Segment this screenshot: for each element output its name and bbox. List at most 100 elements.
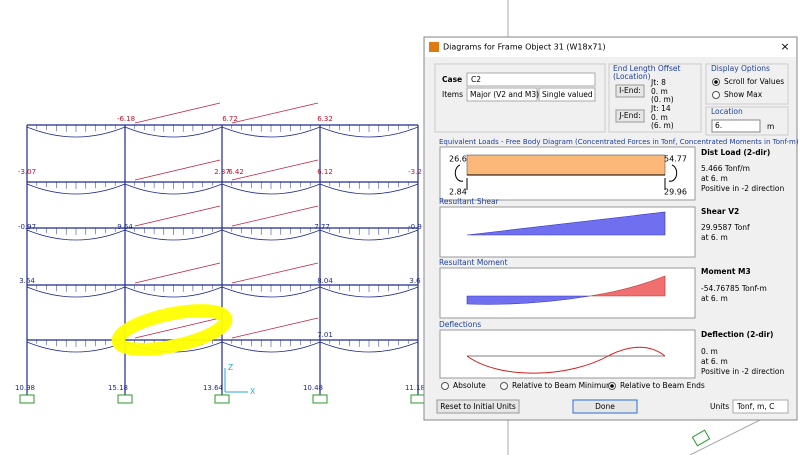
items-value: Major (V2 and M3) xyxy=(470,90,539,99)
grid-line xyxy=(689,419,761,455)
shear-diagram xyxy=(231,317,319,339)
shear-diagram xyxy=(466,211,666,236)
frame-label: -3.07 xyxy=(18,168,36,176)
info-line: at 6. m xyxy=(701,357,728,366)
dist-load xyxy=(466,154,666,176)
radio[interactable] xyxy=(712,91,720,99)
moment-diagram xyxy=(221,183,321,195)
moment-diagram xyxy=(124,183,223,195)
info-heading: Shear V2 xyxy=(701,207,739,216)
moment-diagram xyxy=(221,286,321,298)
case-select[interactable] xyxy=(466,72,596,87)
moment-diagram xyxy=(124,126,223,138)
reset-label: Reset to Initial Units xyxy=(440,402,516,411)
frame-label: 6.72 xyxy=(222,115,238,123)
support xyxy=(312,394,328,404)
info-line: at 6. m xyxy=(701,233,728,242)
radio[interactable] xyxy=(441,382,449,390)
fbd-title: Equivalent Loads - Free Body Diagram (Co… xyxy=(439,138,799,146)
location-unit: m xyxy=(767,122,774,131)
reset-button[interactable] xyxy=(436,399,520,414)
i-location: (0. m) xyxy=(651,95,674,104)
dialog: Diagrams for Frame Object 31 (W18x71) × … xyxy=(423,36,799,421)
case-group xyxy=(434,63,606,133)
offset-title: End Length Offset xyxy=(613,64,680,73)
moment-diagram xyxy=(26,126,126,138)
radio-dot xyxy=(714,80,718,84)
info-line: 0. m xyxy=(701,347,718,356)
moment-diagram-negative xyxy=(466,295,591,305)
shear-title: Resultant Shear xyxy=(439,197,500,206)
info-heading: Dist Load (2-dir) xyxy=(701,148,770,157)
fbd-label: 2.84 xyxy=(449,188,467,197)
radio[interactable] xyxy=(500,382,508,390)
frame-label: 3.64 xyxy=(19,277,35,285)
frame-label: 11.18 xyxy=(405,384,425,392)
frame-label: 6.32 xyxy=(317,115,333,123)
deflection-mode: Relative to Beam Minimum xyxy=(512,381,613,390)
frame-label: 8.04 xyxy=(317,277,333,285)
units-value: Tonf, m, C xyxy=(736,402,774,411)
shear-diagram xyxy=(231,159,319,181)
moment-diagram xyxy=(124,229,223,241)
frame-label: 10.48 xyxy=(303,384,323,392)
info-line: 5.466 Tonf/m xyxy=(701,164,750,173)
i-end-label: I-End: xyxy=(619,86,641,95)
moment-diagram xyxy=(319,341,419,353)
moment-diagram xyxy=(26,229,126,241)
shear-diagram xyxy=(134,159,221,181)
deflection-title: Deflections xyxy=(439,320,481,329)
done-button[interactable] xyxy=(572,399,638,414)
location-value: 6. xyxy=(715,121,722,130)
moment-diagram xyxy=(124,286,223,298)
j-end-button[interactable] xyxy=(615,109,645,123)
shear-diagram xyxy=(231,262,319,284)
radio-dot xyxy=(610,384,614,388)
frame-label: -0.97 xyxy=(18,223,36,231)
j-end-label: J-End: xyxy=(618,111,640,120)
support xyxy=(691,429,711,447)
shear-diagram xyxy=(231,102,319,124)
close-button[interactable]: × xyxy=(780,40,789,53)
axis-label: X xyxy=(250,387,255,396)
i-length: 0. m xyxy=(651,87,668,96)
moment-diagram xyxy=(319,183,419,195)
i-joint: Jt: 8 xyxy=(650,78,666,87)
mode-select[interactable] xyxy=(538,87,596,102)
frame-label: 3.6 xyxy=(409,277,421,285)
info-line: Positive in -2 direction xyxy=(701,367,784,376)
moment-arrow xyxy=(668,164,678,182)
shear-diagram xyxy=(134,262,221,284)
location-input[interactable] xyxy=(711,119,761,133)
dialog-title: Diagrams for Frame Object 31 (W18x71) xyxy=(443,43,606,52)
frame-label: 7.77 xyxy=(314,223,330,231)
j-location: (6. m) xyxy=(651,121,674,130)
deflection-mode: Absolute xyxy=(453,381,486,390)
units-label: Units xyxy=(710,402,729,411)
done-label: Done xyxy=(595,402,615,411)
frame-label: -6.18 xyxy=(117,115,135,123)
moment-diagram xyxy=(221,229,321,241)
shear-diagram xyxy=(134,102,221,124)
axis-label: Z xyxy=(228,363,233,372)
offset-subtitle: (Location) xyxy=(613,72,651,81)
i-end-button[interactable] xyxy=(615,84,645,98)
items-select[interactable] xyxy=(466,87,538,102)
fbd-label: 54.77 xyxy=(664,155,687,164)
fbd-label: 26.6 xyxy=(449,155,467,164)
deflection-curve xyxy=(466,346,666,374)
frame-label: 7.01 xyxy=(317,331,333,339)
support xyxy=(410,394,426,404)
moment-diagram xyxy=(319,229,419,241)
display-group xyxy=(705,63,789,105)
info-line: -54.76785 Tonf-m xyxy=(701,284,767,293)
deflection-panel xyxy=(439,329,696,379)
frame-label: -3.2 xyxy=(408,168,422,176)
units-select[interactable] xyxy=(732,399,789,414)
offset-group xyxy=(608,63,702,133)
display-option: Show Max xyxy=(724,90,763,99)
j-length: 0. m xyxy=(651,113,668,122)
items-mode: Single valued xyxy=(542,90,593,99)
shear-diagram xyxy=(134,317,221,339)
